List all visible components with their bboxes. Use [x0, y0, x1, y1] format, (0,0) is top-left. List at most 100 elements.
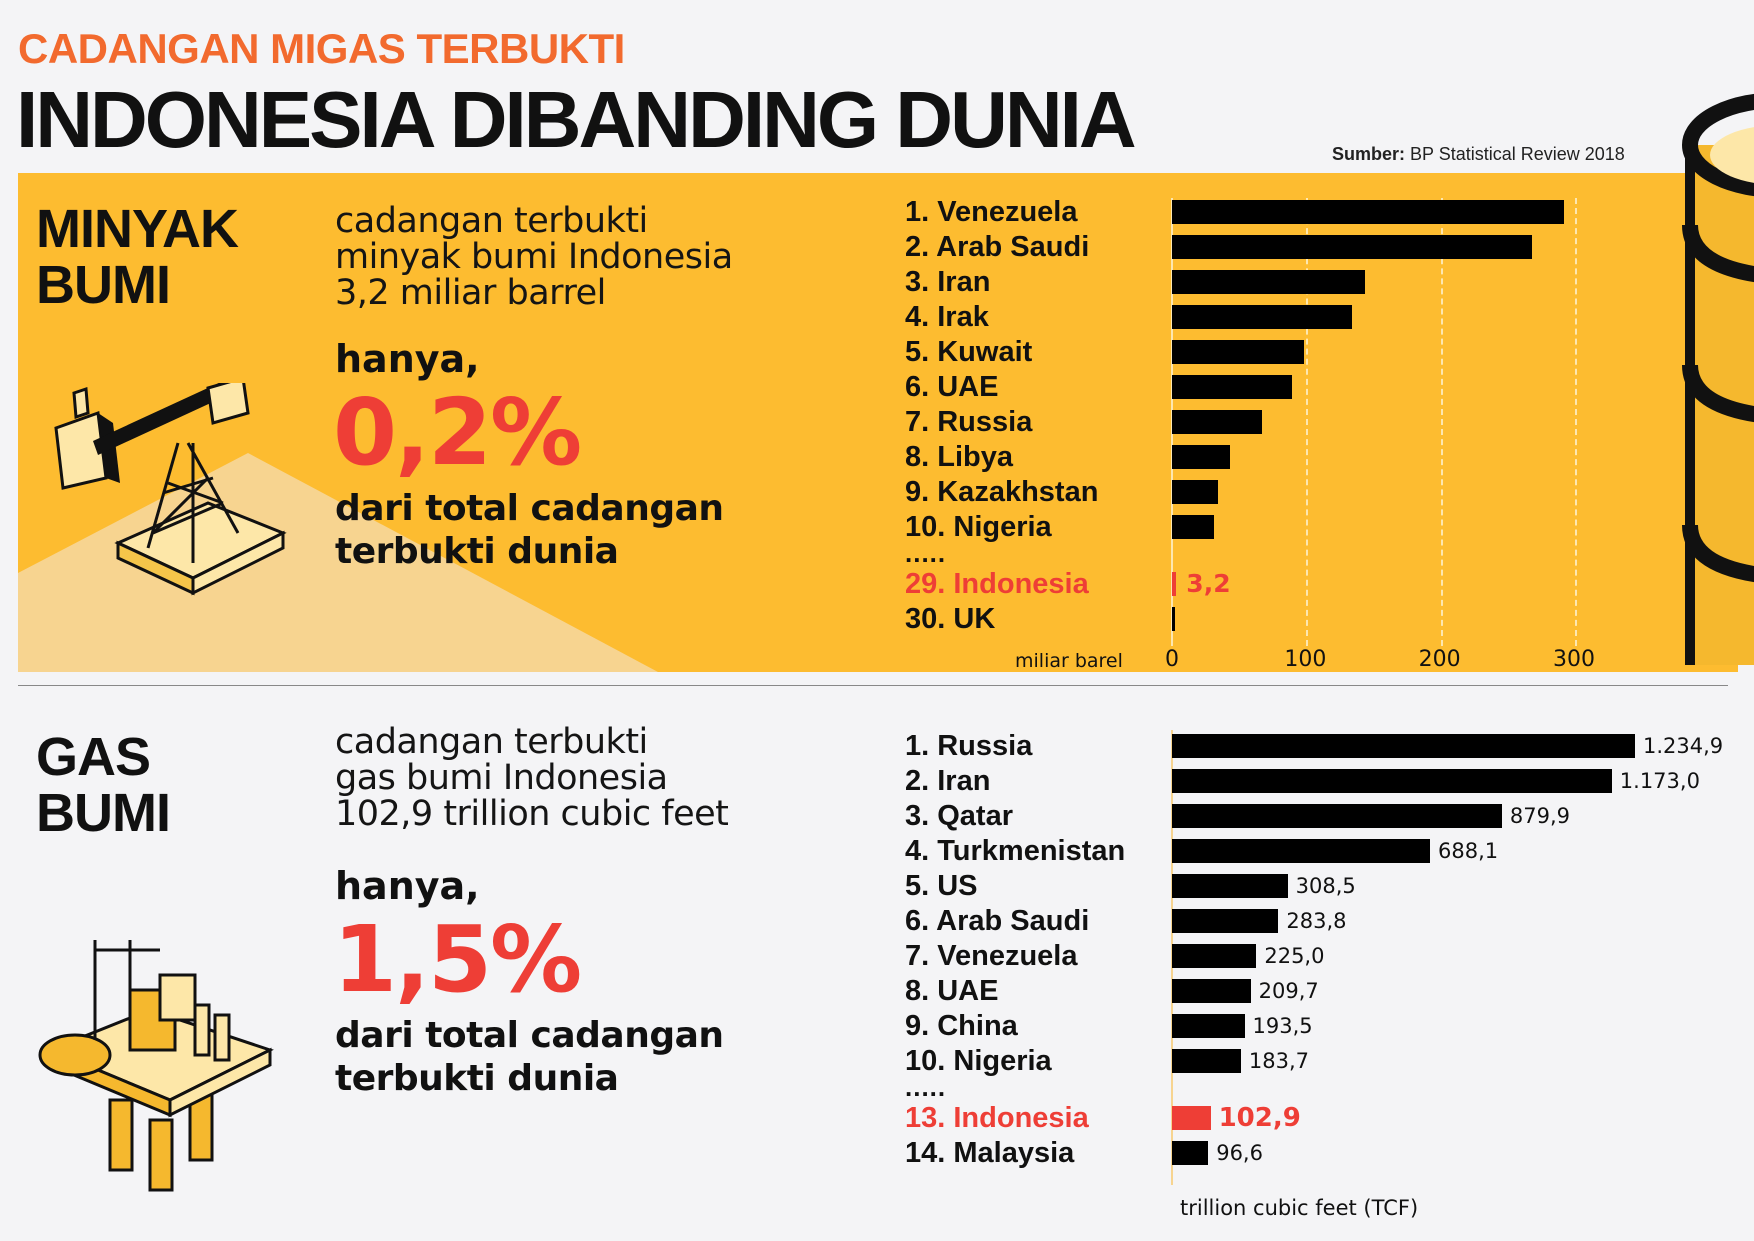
value-label: 308,5: [1295, 874, 1356, 898]
x-tick-label: 100: [1284, 647, 1327, 672]
country-label: 7. Russia: [905, 406, 1033, 438]
page-title: INDONESIA DIBANDING DUNIA: [16, 75, 1137, 164]
value-label: 283,8: [1286, 909, 1347, 933]
oil-percent: 0,2%: [333, 379, 582, 486]
bar: [1172, 340, 1304, 364]
gas-title-line2: BUMI: [36, 783, 171, 843]
oil-dari-total: dari total cadangan terbukti dunia: [335, 487, 724, 573]
country-label: 1. Russia: [905, 730, 1033, 762]
oil-desc-line2: minyak bumi Indonesia: [335, 237, 733, 277]
oil-pumpjack-icon: [54, 383, 287, 596]
value-label: 1.234,9: [1643, 734, 1724, 758]
bar: [1172, 839, 1430, 863]
country-label: 3. Iran: [905, 266, 991, 298]
gas-description: cadangan terbukti gas bumi Indonesia 102…: [335, 722, 729, 834]
ellipsis: .....: [905, 1072, 947, 1102]
gas-dari-line2: terbukti dunia: [335, 1058, 619, 1099]
section-divider: [18, 685, 1728, 686]
bar: [1172, 607, 1176, 631]
bar: [1172, 944, 1257, 968]
oil-dari-line2: terbukti dunia: [335, 531, 619, 572]
oil-description: cadangan terbukti minyak bumi Indonesia …: [335, 203, 733, 311]
oil-title-line2: BUMI: [36, 255, 171, 315]
oil-reserves-chart: 0 100 200 300 miliar barel 1. Venezuela 2. Ara…: [905, 196, 1595, 672]
country-label: 3. Qatar: [905, 800, 1013, 832]
bar: [1172, 375, 1292, 399]
gridline: [1575, 198, 1577, 646]
value-label: 209,7: [1258, 979, 1319, 1003]
x-tick-label: 0: [1165, 647, 1179, 672]
oil-section-title: MINYAK BUMI: [36, 201, 239, 315]
gas-hanya: hanya,: [335, 864, 480, 908]
country-label: 30. UK: [905, 603, 996, 635]
bar: [1172, 1014, 1245, 1038]
country-label: 10. Nigeria: [905, 1045, 1052, 1077]
country-label: 10. Nigeria: [905, 511, 1052, 543]
value-label: 3,2: [1186, 569, 1231, 598]
gas-desc-line3: 102,9 trillion cubic feet: [335, 794, 729, 834]
value-label: 688,1: [1437, 839, 1499, 863]
bar: [1172, 480, 1218, 504]
country-label: 2. Iran: [905, 765, 991, 797]
value-label: 879,9: [1509, 804, 1571, 828]
bar: [1172, 200, 1565, 224]
x-axis-label: trillion cubic feet (TCF): [1180, 1196, 1419, 1220]
source-note: Sumber: BP Statistical Review 2018: [1332, 143, 1625, 165]
bar: [1172, 909, 1279, 933]
gridline: [1440, 198, 1443, 646]
value-label: 225,0: [1264, 944, 1325, 968]
x-tick-label: 200: [1418, 647, 1461, 672]
bar: [1172, 515, 1214, 539]
bar: [1172, 979, 1251, 1003]
oil-barrel-icon: [1682, 93, 1754, 665]
bar: [1172, 270, 1366, 294]
oil-hanya: hanya,: [335, 337, 480, 381]
offshore-gas-platform-icon: [38, 940, 274, 1192]
bar: [1172, 1141, 1209, 1165]
bar: [1172, 445, 1230, 469]
country-label: 9. China: [905, 1010, 1018, 1042]
bar: [1172, 305, 1352, 329]
x-tick-label: 300: [1553, 647, 1595, 672]
country-label: 2. Arab Saudi: [905, 231, 1090, 263]
bar: [1172, 769, 1612, 793]
country-label: 6. UAE: [905, 371, 999, 403]
oil-desc-line3: 3,2 miliar barrel: [335, 273, 606, 313]
country-label: 6. Arab Saudi: [905, 905, 1090, 937]
bar: [1172, 235, 1532, 259]
country-label: 13. Indonesia: [905, 1102, 1089, 1134]
x-axis-label: miliar barel: [1015, 650, 1123, 672]
bar: [1172, 1049, 1241, 1073]
kicker-title: CADANGAN MIGAS TERBUKTI: [18, 25, 625, 72]
country-label: 4. Irak: [905, 301, 989, 333]
gas-dari-line1: dari total cadangan: [335, 1015, 724, 1056]
gas-desc-line2: gas bumi Indonesia: [335, 758, 668, 798]
oil-desc-line1: cadangan terbukti: [335, 201, 648, 241]
value-label: 1.173,0: [1619, 769, 1700, 793]
value-label: 183,7: [1248, 1049, 1309, 1073]
country-label: 29. Indonesia: [905, 568, 1089, 600]
bar: [1172, 804, 1502, 828]
gridline: [1306, 198, 1309, 646]
bar: [1172, 572, 1177, 596]
gas-percent: 1,5%: [333, 906, 582, 1013]
country-label: 8. UAE: [905, 975, 999, 1007]
gas-desc-line1: cadangan terbukti: [335, 722, 648, 762]
gas-section-title: GAS BUMI: [36, 727, 171, 843]
gas-dari-total: dari total cadangan terbukti dunia: [335, 1014, 724, 1100]
value-label: 102,9: [1218, 1103, 1301, 1133]
country-label: 5. US: [905, 870, 978, 902]
source-label: Sumber:: [1332, 144, 1406, 164]
value-label: 96,6: [1216, 1141, 1263, 1165]
oil-dari-line1: dari total cadangan: [335, 488, 724, 529]
country-label: 5. Kuwait: [905, 336, 1033, 368]
bar: [1172, 410, 1262, 434]
bar: [1172, 734, 1635, 758]
country-label: 14. Malaysia: [905, 1137, 1075, 1169]
source-text: BP Statistical Review 2018: [1410, 144, 1625, 164]
gas-title-line1: GAS: [36, 727, 151, 787]
oil-panel: MINYAK BUMI cadangan terbukti minyak bum…: [18, 173, 1738, 672]
value-label: 193,5: [1252, 1014, 1313, 1038]
country-label: 8. Libya: [905, 441, 1013, 473]
